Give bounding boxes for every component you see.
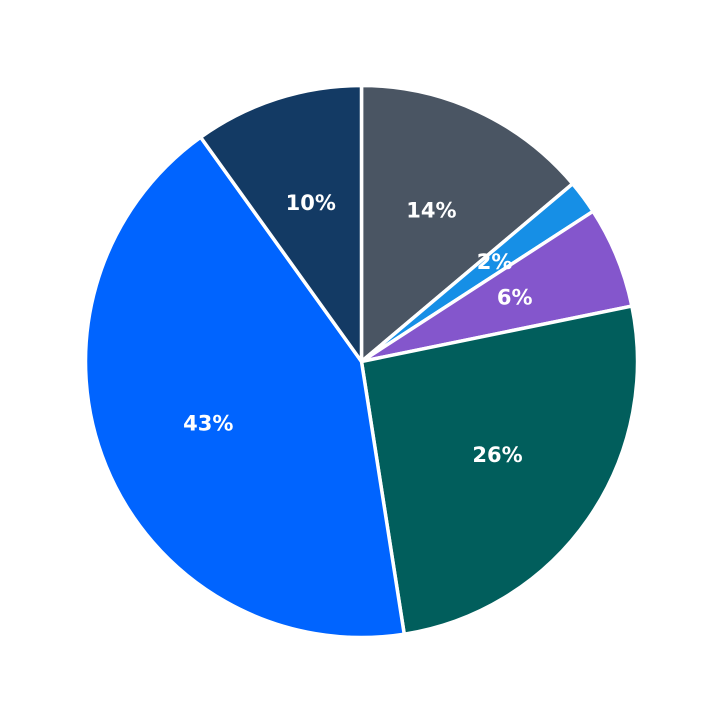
pie-slice-3: [359, 304, 640, 636]
pie-slice-label-4: 43%: [183, 411, 233, 435]
pie-slice-label-1: 2%: [477, 250, 513, 274]
pie-slice-0: [359, 83, 575, 364]
pie-slice-label-2: 6%: [497, 286, 533, 310]
pie-slice-label-3: 26%: [472, 443, 522, 467]
pie-slice-label-0: 14%: [406, 198, 456, 222]
pie-slice-5: [198, 83, 364, 364]
pie-slices: [83, 83, 640, 640]
pie-slice-label-5: 10%: [286, 191, 336, 215]
pie-labels: 14% 2% 6% 26% 43% 10%: [183, 191, 532, 467]
pie-slice-4: [83, 135, 406, 640]
